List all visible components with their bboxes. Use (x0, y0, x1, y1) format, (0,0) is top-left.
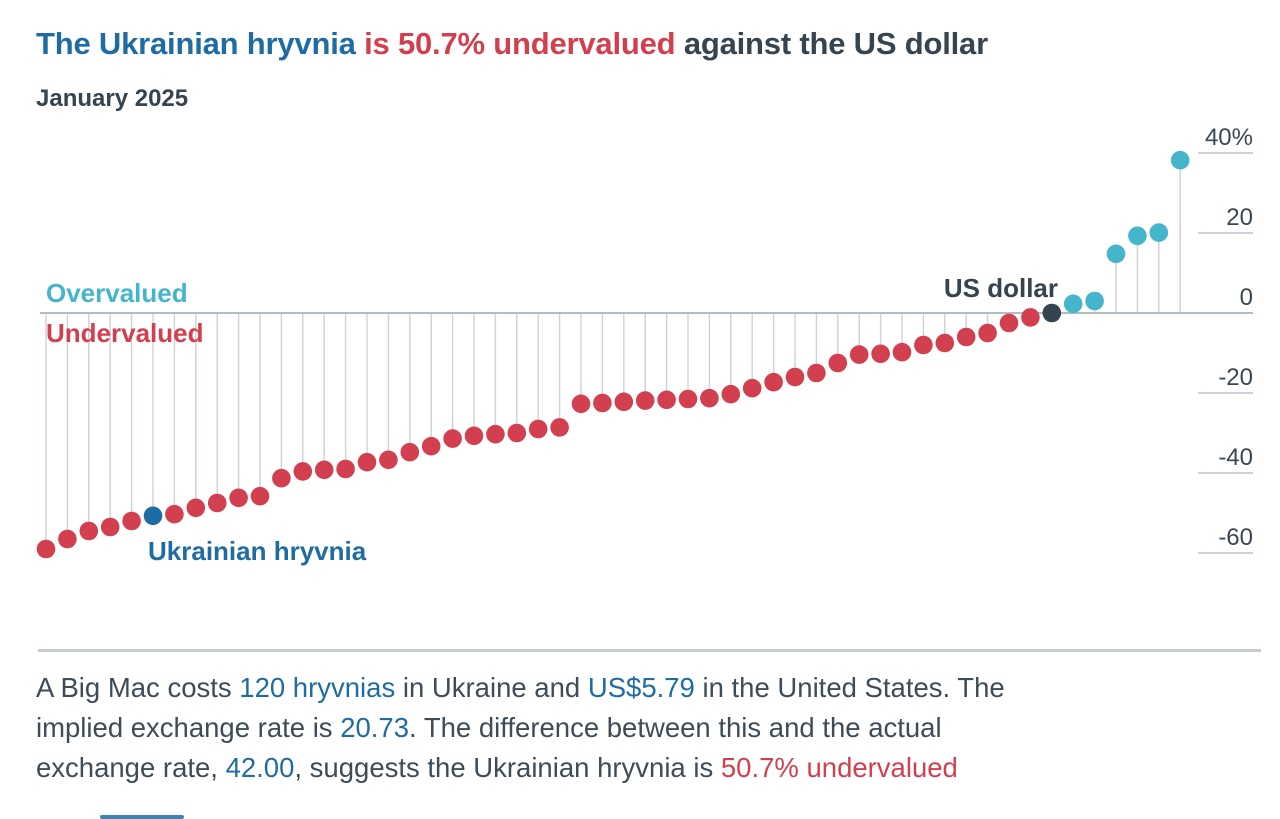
dot-undervalued-currency (486, 424, 505, 444)
dot-undervalued-currency (314, 460, 334, 480)
dot-undervalued-currency (79, 521, 99, 541)
dot-undervalued-currency (678, 389, 698, 409)
dot-undervalued-currency (550, 418, 569, 437)
footer-line: implied exchange rate is 20.73. The diff… (36, 708, 1246, 748)
horizontal-divider (38, 649, 1261, 652)
dot-undervalued-currency (272, 468, 291, 488)
text-segment-footer_text: A Big Mac costs (36, 672, 240, 703)
dot-undervalued-currency (828, 353, 848, 373)
text-segment-blue: 42.00 (225, 752, 295, 783)
dot-undervalued-currency (250, 486, 270, 506)
text-segment-footer_text: implied exchange rate is (36, 712, 341, 743)
text-segment-dark: against the US dollar (675, 26, 988, 61)
y-tick-label: -40 (1218, 444, 1253, 471)
label-undervalued: Undervalued (46, 318, 204, 348)
dot-undervalued-currency (700, 388, 719, 408)
text-segment-blue: The Ukrainian hryvnia (36, 26, 365, 61)
dot-undervalued-currency (443, 429, 462, 448)
text-segment-footer_text: . The difference between this and the ac… (409, 712, 942, 743)
dot-undervalued-currency (999, 313, 1019, 333)
dot-undervalued-currency (764, 372, 783, 392)
dot-undervalued-currency (849, 345, 869, 364)
dot-overvalued-currency (1149, 223, 1169, 242)
dot-undervalued-currency (464, 426, 484, 446)
dot-undervalued-currency (229, 488, 248, 508)
dot-undervalued-currency (935, 333, 955, 353)
y-tick-label: 0 (1240, 284, 1253, 311)
cropped-next-title-fragment (100, 815, 184, 819)
dot-undervalued-currency (36, 539, 56, 559)
dot-overvalued-currency (1106, 244, 1126, 264)
dot-undervalued-currency (357, 452, 377, 472)
dot-undervalued-currency (507, 423, 527, 443)
dot-undervalued-currency (742, 378, 762, 398)
text-segment-red: 50.7% undervalued (720, 752, 958, 783)
y-tick-label: -60 (1218, 524, 1253, 551)
dot-undervalued-currency (186, 498, 206, 518)
label-overvalued: Overvalued (46, 278, 188, 308)
dot-undervalued-currency (1021, 308, 1040, 327)
text-segment-blue: 120 hryvnias (239, 672, 396, 703)
chart-subtitle-date: January 2025 (36, 85, 189, 112)
dot-undervalued-currency (528, 419, 548, 439)
y-tick-label: 40% (1205, 124, 1253, 151)
dot-undervalued-currency (100, 517, 120, 537)
explanation-paragraph: A Big Mac costs 120 hryvnias in Ukraine … (36, 668, 1246, 788)
text-segment-footer_text: in the United States. The (694, 672, 1005, 703)
dot-undervalued-currency (657, 390, 676, 410)
dot-undervalued-currency (58, 529, 77, 549)
dot-undervalued-currency (721, 384, 741, 404)
dot-ukrainian-hryvnia (143, 506, 163, 526)
dot-undervalued-currency (122, 511, 141, 531)
dot-undervalued-currency (400, 442, 420, 462)
label-us-dollar: US dollar (944, 273, 1058, 303)
dot-us-dollar (1042, 303, 1062, 323)
dot-undervalued-currency (892, 342, 912, 362)
dot-undervalued-currency (379, 450, 398, 470)
dot-undervalued-currency (165, 504, 184, 524)
dot-overvalued-currency (1085, 291, 1104, 311)
text-segment-blue: US$5.79 (587, 672, 695, 703)
dot-undervalued-currency (293, 462, 313, 481)
dot-undervalued-currency (785, 367, 805, 387)
text-segment-footer_text: , suggests the Ukrainian hryvnia is (294, 752, 721, 783)
footer-line: exchange rate, 42.00, suggests the Ukrai… (36, 748, 1246, 788)
footer-line: A Big Mac costs 120 hryvnias in Ukraine … (36, 668, 1246, 708)
dot-undervalued-currency (956, 327, 976, 347)
dot-undervalued-currency (336, 459, 355, 479)
dot-undervalued-currency (914, 335, 933, 355)
dot-undervalued-currency (421, 436, 441, 456)
dot-overvalued-currency (1128, 226, 1147, 246)
dot-overvalued-currency (1170, 150, 1190, 170)
y-tick-label: -20 (1218, 364, 1253, 391)
label-ukrainian-hryvnia: Ukrainian hryvnia (148, 536, 367, 566)
dot-undervalued-currency (807, 363, 826, 383)
dot-undervalued-currency (635, 391, 655, 410)
text-segment-blue: 20.73 (340, 712, 410, 743)
chart-svg: 40% 20 0 -20 -40 -60 Overvalued Undervalued US d… (36, 124, 1253, 566)
dot-undervalued-currency (571, 394, 591, 414)
dot-undervalued-currency (593, 393, 612, 413)
dot-overvalued-currency (1063, 294, 1083, 314)
dot-undervalued-currency (207, 493, 227, 513)
dot-undervalued-currency (978, 323, 997, 343)
dot-undervalued-currency (614, 392, 634, 412)
y-tick-label: 20 (1226, 204, 1253, 231)
text-segment-red: is 50.7% undervalued (364, 26, 676, 61)
dot-undervalued-currency (871, 344, 890, 364)
text-segment-footer_text: exchange rate, (36, 752, 226, 783)
page-title: The Ukrainian hryvnia is 50.7% undervalu… (36, 26, 1246, 62)
text-segment-footer_text: in Ukraine and (395, 672, 588, 703)
